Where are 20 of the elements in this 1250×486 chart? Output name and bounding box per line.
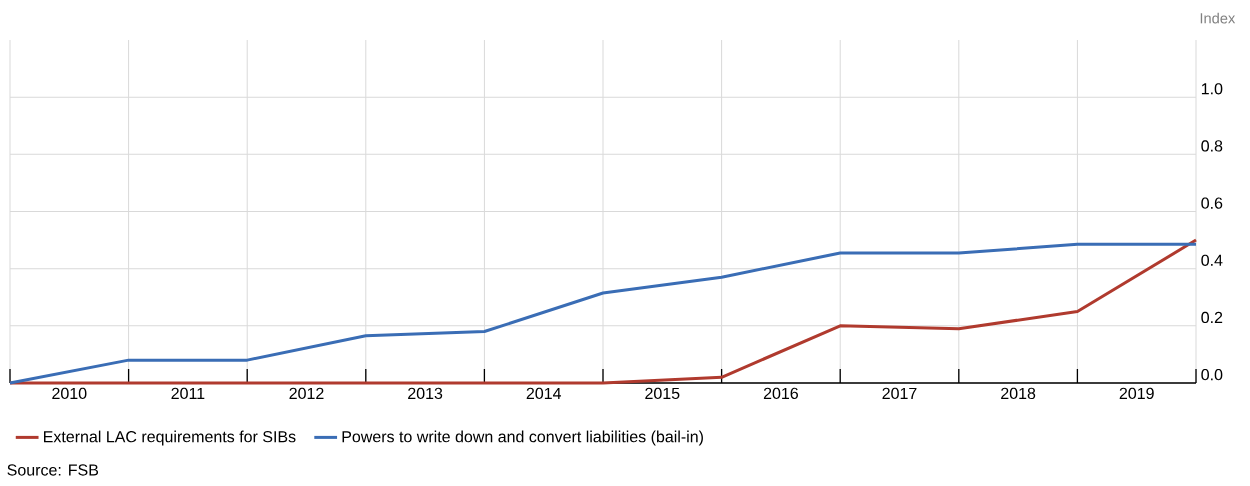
x-tick-label: 2017	[882, 387, 917, 400]
y-axis-title: Index	[1200, 12, 1236, 24]
x-tick-label: 2011	[171, 387, 205, 400]
y-tick-label: 0.8	[1201, 140, 1223, 152]
x-tick-label: 2016	[763, 387, 798, 400]
y-tick-label: 1.0	[1201, 83, 1223, 95]
x-tick-label: 2012	[289, 387, 324, 400]
y-tick-label: 0.4	[1201, 254, 1223, 266]
x-tick-label: 2013	[408, 387, 443, 400]
y-tick-label: 0.6	[1201, 197, 1223, 209]
y-tick-label: 0.2	[1201, 311, 1223, 324]
x-tick-label: 2014	[526, 387, 562, 400]
x-tick-label: 2010	[52, 387, 87, 400]
source-note: Source: FSB	[7, 464, 99, 476]
y-tick-label: 0.0	[1201, 368, 1223, 381]
legend-label: External LAC requirements for SIBs	[44, 430, 296, 446]
x-tick-label: 2019	[1119, 387, 1154, 400]
x-tick-label: 2015	[645, 387, 680, 400]
legend-label: Powers to write down and convert liabilities (bail-in)	[342, 430, 703, 446]
x-tick-label: 2018	[1001, 387, 1036, 400]
